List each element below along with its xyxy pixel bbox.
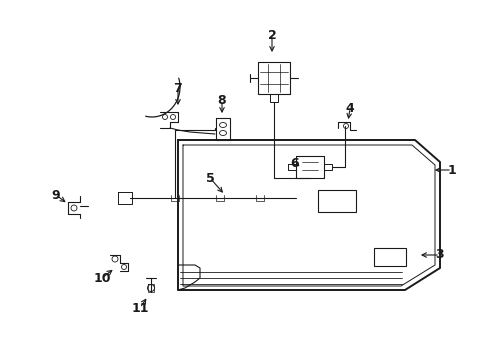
Text: 2: 2: [267, 28, 276, 41]
Text: 9: 9: [52, 189, 60, 202]
Bar: [373, 248, 405, 266]
Bar: [317, 190, 355, 212]
Text: 7: 7: [173, 81, 182, 95]
Text: 6: 6: [290, 157, 299, 170]
Text: 8: 8: [217, 94, 226, 107]
Text: 3: 3: [435, 248, 444, 261]
Text: 11: 11: [131, 302, 148, 315]
Text: 1: 1: [447, 163, 455, 176]
Text: 10: 10: [93, 271, 110, 284]
Text: 5: 5: [205, 171, 214, 185]
Text: 4: 4: [345, 102, 354, 114]
